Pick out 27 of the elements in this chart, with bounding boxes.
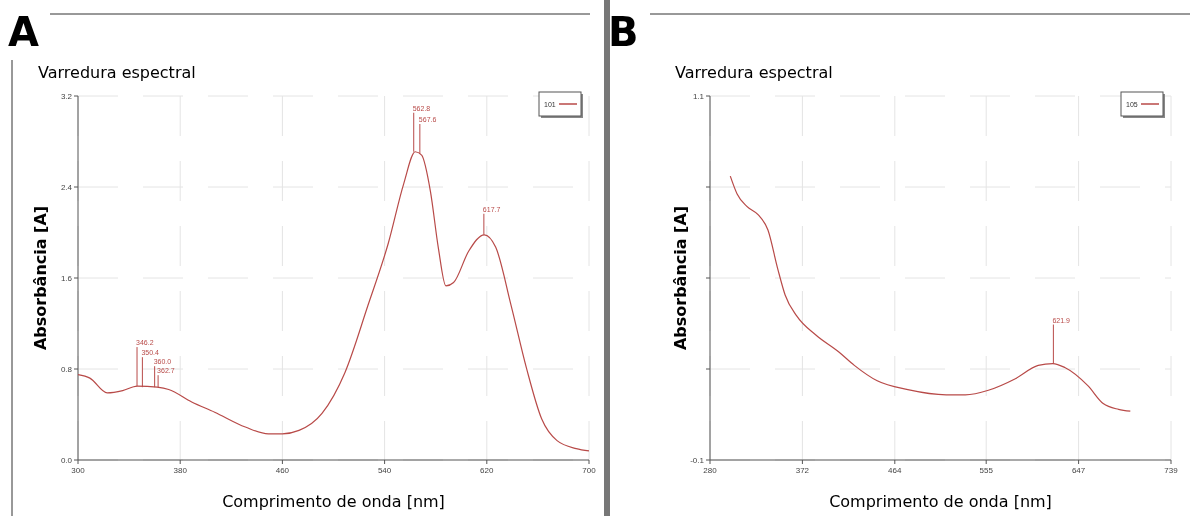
x-tick-label: 380 [173, 466, 188, 475]
x-tick-label: 739 [1164, 466, 1179, 475]
y-tick-label: 1.1 [692, 92, 705, 101]
x-tick-label: 280 [703, 466, 718, 475]
y-tick-label: 1.6 [60, 274, 73, 283]
x-tick-label: 460 [275, 466, 290, 475]
y-tick-label: 0.8 [60, 365, 73, 374]
chart-title: Varredura espectral [675, 63, 833, 82]
y-tick-label: 0.0 [60, 456, 73, 465]
y-tick-label: 2.4 [60, 183, 73, 192]
x-tick-label: 540 [377, 466, 392, 475]
chart-title: Varredura espectral [38, 63, 196, 82]
y-tick-label: 3.2 [60, 92, 73, 101]
text: A [8, 9, 39, 55]
y-axis-title: Absorbância [A] [671, 205, 690, 351]
x-tick-label: 300 [71, 466, 86, 475]
x-tick-label: 555 [979, 466, 994, 475]
x-tick-label: 620 [480, 466, 495, 475]
x-tick-label: 464 [888, 466, 903, 475]
x-tick-label: 700 [582, 466, 597, 475]
x-axis-title: Comprimento de onda [nm] [829, 492, 1052, 511]
x-tick-label: 372 [795, 466, 810, 475]
y-tick-label: -0.1 [690, 456, 705, 465]
y-axis-title: Absorbância [A] [31, 205, 50, 351]
text: B [608, 9, 639, 55]
x-axis-title: Comprimento de onda [nm] [222, 492, 445, 511]
x-tick-label: 647 [1071, 466, 1086, 475]
